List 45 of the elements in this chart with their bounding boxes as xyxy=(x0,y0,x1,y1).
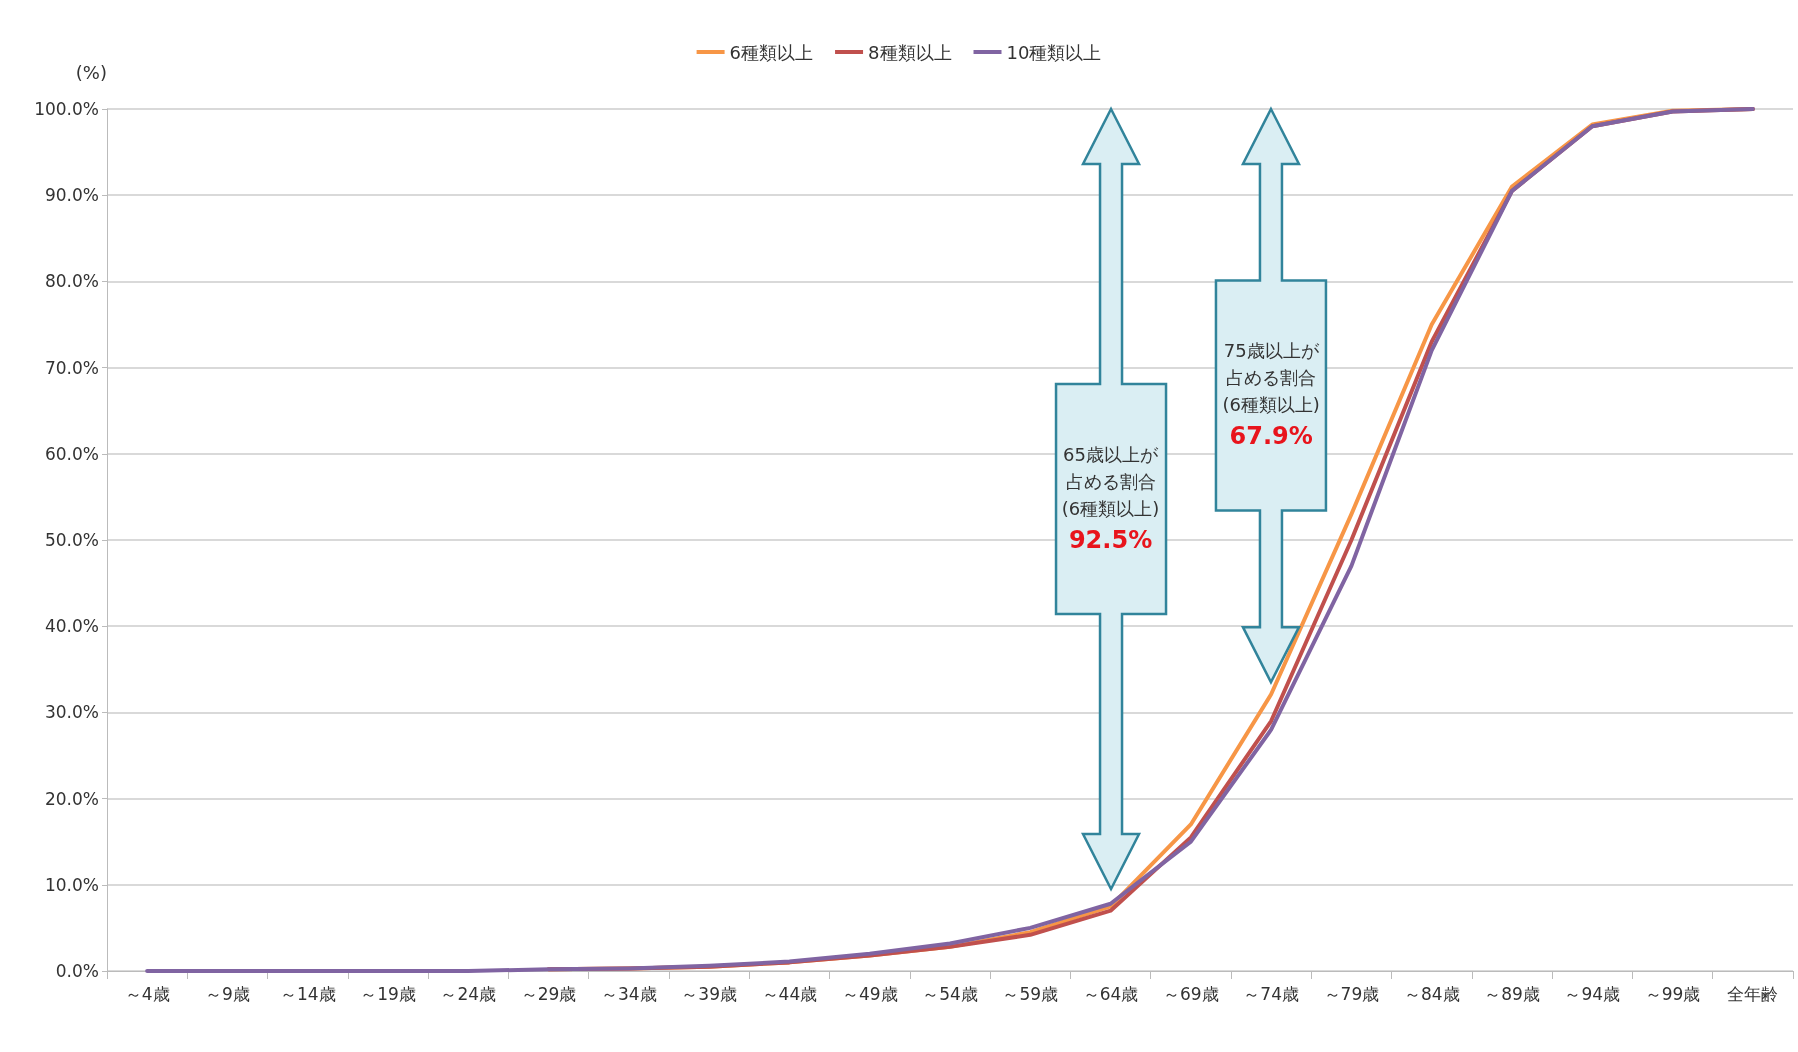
annotation: (6種類以上) xyxy=(1061,496,1160,521)
line-series xyxy=(145,107,1755,973)
x-tick-label: 全年齢 xyxy=(1727,983,1779,1004)
y-tick-label: 40.0% xyxy=(44,616,99,637)
y-tick-label: 100.0% xyxy=(34,99,99,119)
x-tick-label: ～69歳 xyxy=(1163,983,1219,1004)
annotation: 92.5% xyxy=(1068,524,1153,556)
x-tick-label: ～9歳 xyxy=(205,983,250,1004)
annotation: 占める割合 xyxy=(1226,366,1317,391)
y-axis-title: (%) xyxy=(75,61,107,83)
y-tick-label: 60.0% xyxy=(44,443,99,464)
x-tick-label: ～4歳 xyxy=(124,983,170,1004)
legend-label: 8種類以上 xyxy=(868,41,952,63)
x-tick-label: ～74歳 xyxy=(1243,983,1299,1004)
x-tick-label: ～79歳 xyxy=(1323,983,1380,1004)
y-tick-label: 20.0% xyxy=(44,788,99,809)
annotation: 65歳以上が xyxy=(1063,442,1159,467)
x-tick-label: ～59歳 xyxy=(1002,983,1059,1004)
annotation: 67.9% xyxy=(1229,421,1313,453)
legend-label: 6種類以上 xyxy=(729,41,814,63)
annotation: 占める割合 xyxy=(1065,469,1156,494)
x-tick-label: ～19歳 xyxy=(360,983,416,1004)
x-tick-label: ～94歳 xyxy=(1564,983,1621,1004)
y-tick-label: 80.0% xyxy=(44,271,99,292)
y-tick-label: 10.0% xyxy=(44,874,99,895)
x-tick-label: ～84歳 xyxy=(1403,983,1460,1004)
x-tick-label: ～24歳 xyxy=(440,983,497,1004)
y-tick-label: 90.0% xyxy=(44,185,99,206)
y-tick-label: 50.0% xyxy=(44,530,99,550)
annotation: 75歳以上が xyxy=(1223,339,1319,364)
legend-label: 10種類以上 xyxy=(1006,41,1102,63)
y-tick-label: 0.0% xyxy=(55,961,99,981)
x-tick-label: ～99歳 xyxy=(1644,983,1701,1004)
x-tick-label: ～29歳 xyxy=(520,983,577,1004)
x-tick-label: ～39歳 xyxy=(681,983,737,1004)
y-tick-label: 70.0% xyxy=(44,357,99,378)
x-tick-label: ～89歳 xyxy=(1484,983,1540,1004)
x-tick-label: ～49歳 xyxy=(841,983,898,1004)
y-tick-label: 30.0% xyxy=(44,702,99,723)
x-tick-label: ～54歳 xyxy=(922,983,978,1004)
x-tick-label: ～64歳 xyxy=(1082,983,1139,1004)
x-tick-label: ～14歳 xyxy=(279,983,336,1004)
x-tick-label: ～44歳 xyxy=(761,983,818,1004)
annotation: (6種類以上) xyxy=(1222,393,1320,418)
x-tick-label: ～34歳 xyxy=(601,983,657,1004)
